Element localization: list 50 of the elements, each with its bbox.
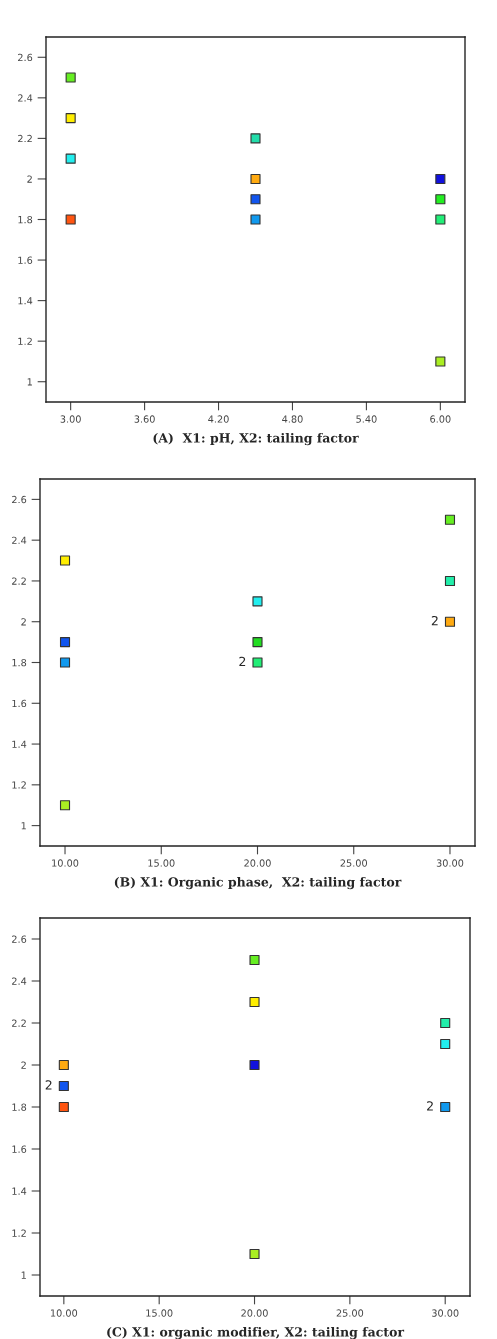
y-tick-label: 1.4 xyxy=(12,1187,27,1195)
y-tick-label: 1 xyxy=(21,822,26,830)
x-tick-label: 10.00 xyxy=(52,859,79,867)
annotation: 2 xyxy=(427,1101,433,1111)
y-tick-label: 2.6 xyxy=(12,935,27,943)
x-tick-label: 3.60 xyxy=(134,415,155,423)
annotation: 2 xyxy=(431,615,438,626)
x-tick-label: 20.00 xyxy=(244,859,271,867)
x-tick-label: 15.00 xyxy=(146,1309,173,1317)
y-tick-label: 1.6 xyxy=(12,699,27,708)
y-tick-label: 1.4 xyxy=(18,297,33,305)
y-tick-label: 1.8 xyxy=(18,215,33,224)
y-tick-label: 2.4 xyxy=(12,977,27,985)
x-axis-title: (C) X1: organic modifier, X2: tailing factor xyxy=(107,1326,405,1339)
y-tick-label: 1.8 xyxy=(12,658,27,667)
y-tick-label: 1.6 xyxy=(18,256,33,264)
y-tick-label: 2.6 xyxy=(18,53,33,62)
x-tick-label: 6.00 xyxy=(430,415,451,423)
y-tick-label: 2.4 xyxy=(18,94,33,102)
x-tick-label: 20.00 xyxy=(241,1309,268,1317)
x-tick-label: 30.00 xyxy=(432,1309,459,1317)
y-tick-label: 2 xyxy=(27,175,32,183)
y-tick-label: 2.2 xyxy=(12,577,26,585)
x-axis-title: (A) X1: pH, X2: tailing factor xyxy=(153,432,359,446)
x-tick-label: 4.80 xyxy=(282,415,303,423)
y-tick-label: 1 xyxy=(21,1271,26,1279)
y-tick-label: 2 xyxy=(21,1061,26,1069)
x-tick-label: 5.40 xyxy=(356,415,377,423)
annotation: 2 xyxy=(45,1080,52,1090)
y-tick-label: 1.2 xyxy=(12,1229,26,1237)
y-tick-label: 2.4 xyxy=(12,536,27,544)
x-axis-title: (B) X1: Organic phase, X2: tailing factor xyxy=(114,876,402,890)
y-tick-label: 2 xyxy=(21,618,26,626)
y-tick-label: 1.6 xyxy=(12,1145,27,1153)
x-tick-label: 25.00 xyxy=(336,1309,364,1317)
x-tick-label: 15.00 xyxy=(148,859,175,867)
y-tick-label: 1.2 xyxy=(18,337,32,345)
x-tick-label: 3.00 xyxy=(60,415,81,423)
y-tick-label: 2.6 xyxy=(12,495,27,504)
annotation: 2 xyxy=(239,656,246,666)
y-tick-label: 1.4 xyxy=(12,740,27,748)
y-tick-label: 1.2 xyxy=(12,781,26,789)
y-tick-label: 1.8 xyxy=(12,1103,27,1111)
x-tick-label: 25.00 xyxy=(340,859,368,867)
x-tick-label: 10.00 xyxy=(50,1309,78,1317)
y-tick-label: 2.2 xyxy=(18,134,32,143)
x-tick-label: 4.20 xyxy=(208,415,229,423)
x-tick-label: 30.00 xyxy=(436,859,464,867)
y-tick-label: 1 xyxy=(27,378,32,386)
y-tick-label: 2.2 xyxy=(12,1019,26,1027)
